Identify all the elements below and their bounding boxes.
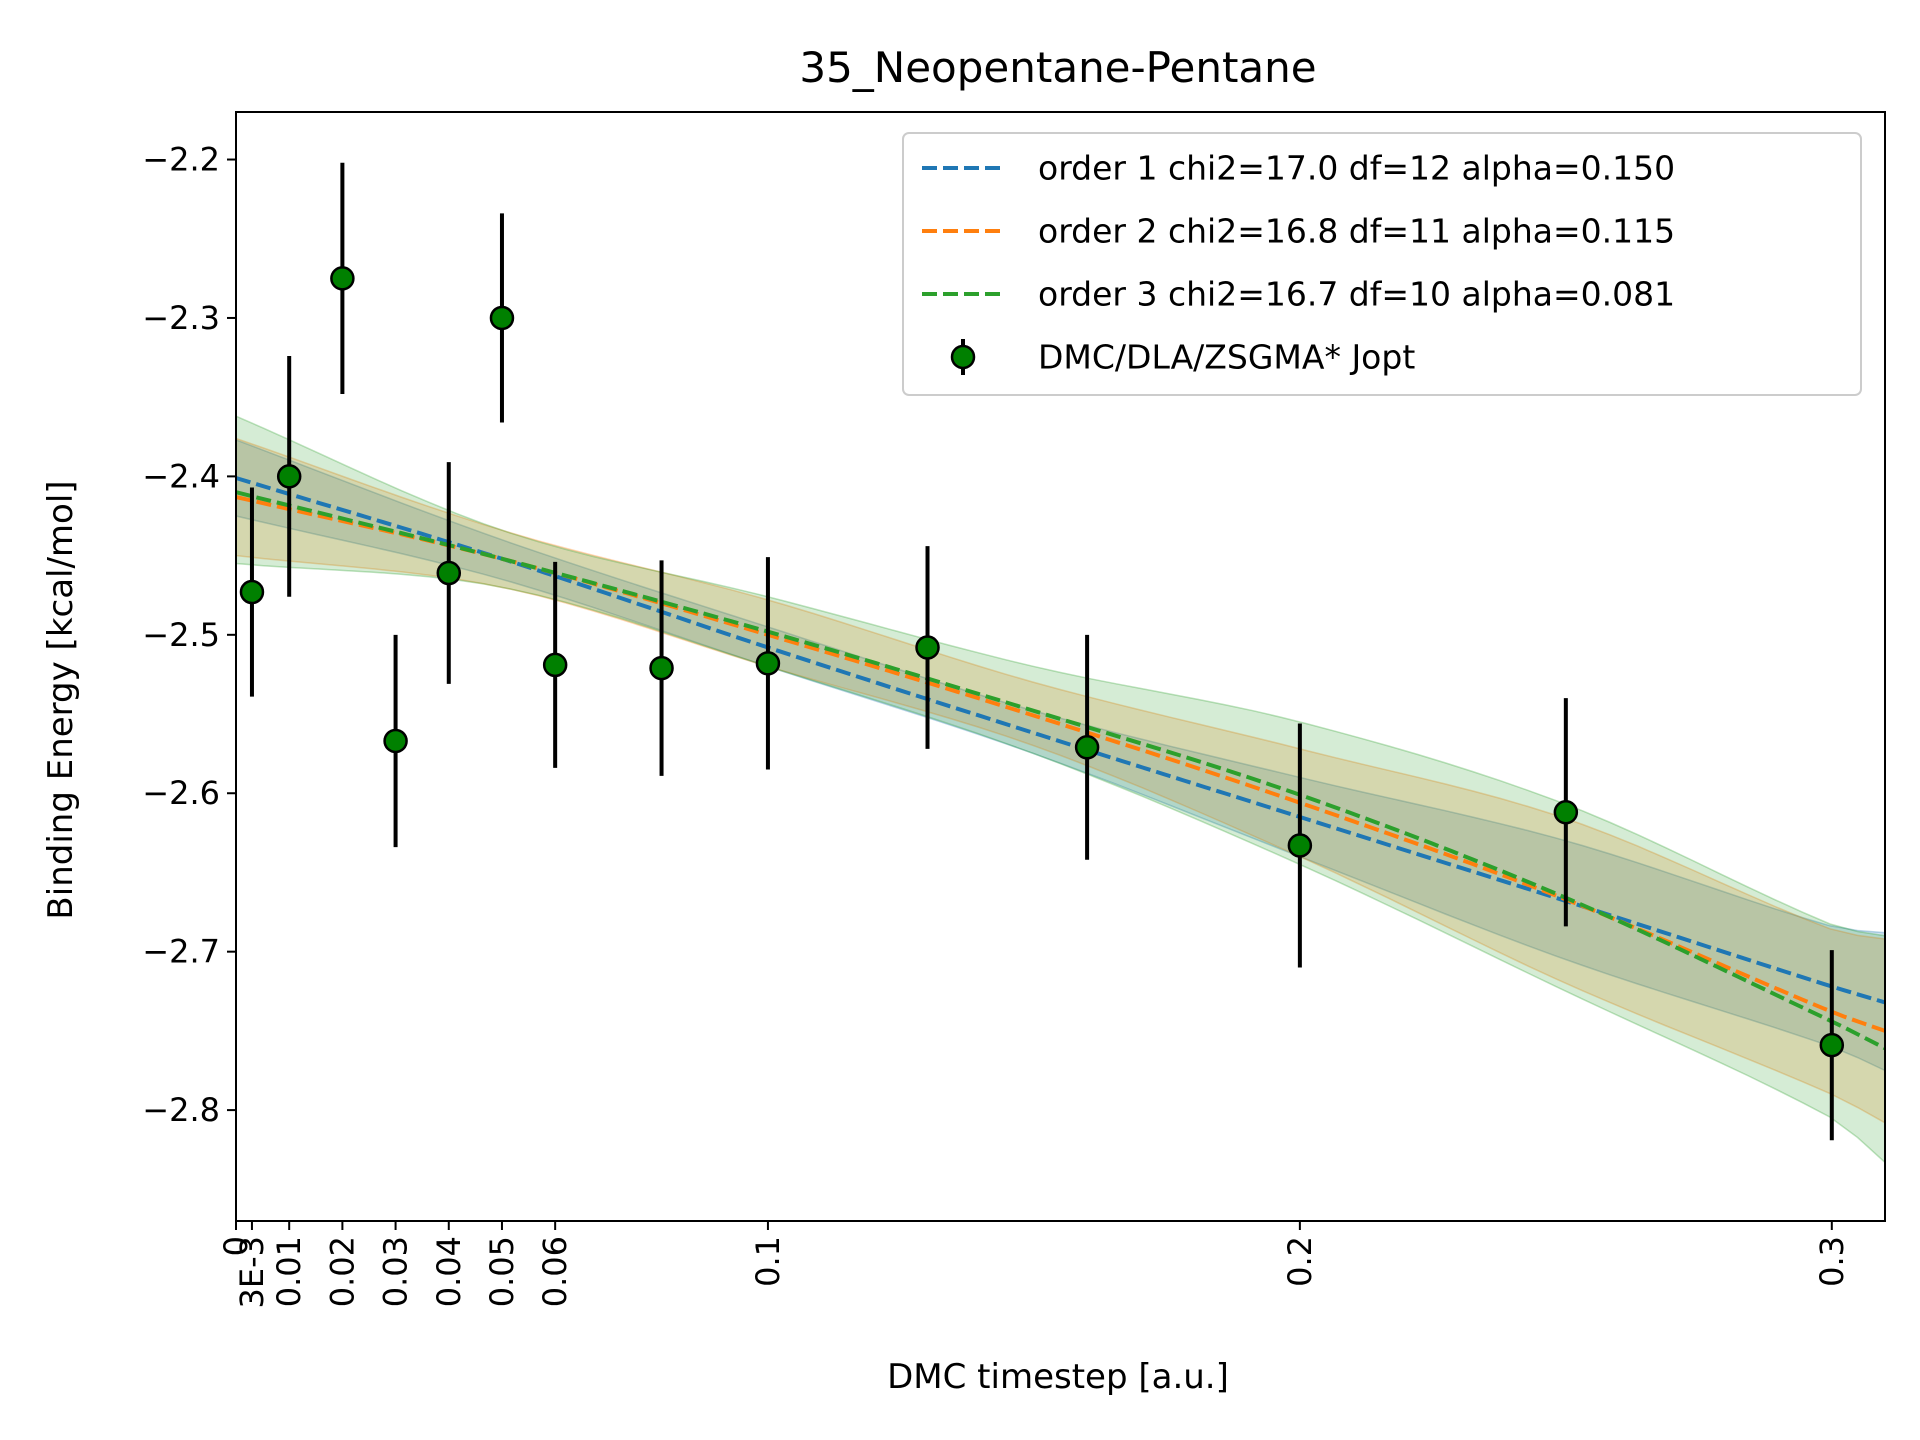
x-tick-label: 0.06 [536, 1236, 574, 1307]
x-tick-label: 3E-3 [233, 1236, 271, 1308]
data-point [1287, 833, 1313, 858]
y-tick-label: −2.2 [142, 141, 220, 179]
data-point [915, 635, 940, 660]
data-point [383, 728, 408, 754]
y-axis-ticks: −2.2 −2.3 −2.4 −2.5 −2.6 −2.7 −2.8 [142, 141, 236, 1129]
data-point [542, 652, 568, 678]
x-tick-label: 0.03 [377, 1236, 415, 1307]
x-tick-label: 0 [217, 1236, 255, 1256]
x-tick-label: 0.01 [270, 1236, 308, 1307]
data-point [436, 560, 462, 586]
chart-title: 35_Neopentane-Pentane [799, 43, 1316, 92]
y-tick-label: −2.4 [142, 457, 220, 495]
legend-swatch-data [950, 344, 976, 370]
x-tick-label: 0.02 [323, 1236, 361, 1307]
data-point [1819, 1032, 1845, 1058]
plot-border [235, 111, 1886, 1222]
data-point [1553, 800, 1579, 825]
data-point [330, 266, 355, 291]
y-axis-label: Binding Energy [kcal/mol] [41, 480, 81, 919]
data-point [1074, 735, 1100, 760]
fit-line-order-3 [235, 490, 1886, 1051]
x-tick-label: 0.2 [1281, 1236, 1319, 1287]
legend: order 1 chi2=17.0 df=12 alpha=0.150 order… [902, 132, 1862, 396]
x-tick-label: 0.04 [430, 1236, 468, 1307]
data-point [489, 305, 515, 331]
fit-lines [235, 476, 1886, 1051]
x-tick-label: 0.1 [749, 1236, 787, 1287]
x-axis-ticks: 03E-3 0.01 0.02 0.03 0.04 0.05 0.06 0.1 0.2 0.3 [217, 1221, 1851, 1308]
plot-frame [235, 111, 1886, 1222]
x-tick-label: 0.3 [1813, 1236, 1851, 1287]
data-point [239, 579, 265, 605]
data-point [649, 655, 674, 681]
y-tick-label: −2.8 [142, 1091, 220, 1129]
data-points [239, 162, 1845, 1141]
legend-label-data: DMC/DLA/ZSGMA* Jopt [1038, 338, 1415, 377]
y-tick-label: −2.7 [142, 933, 220, 971]
legend-label-order-3: order 3 chi2=16.7 df=10 alpha=0.081 [1038, 275, 1675, 314]
legend-label-order-2: order 2 chi2=16.8 df=11 alpha=0.115 [1038, 212, 1675, 251]
data-point [755, 651, 781, 676]
y-tick-label: −2.3 [142, 299, 220, 337]
x-tick-label: 0.05 [483, 1236, 521, 1307]
y-tick-label: −2.5 [142, 616, 220, 654]
legend-box [902, 132, 1862, 396]
legend-label-order-1: order 1 chi2=17.0 df=12 alpha=0.150 [1038, 149, 1675, 188]
x-axis-label: DMC timestep [a.u.] [887, 1357, 1229, 1397]
y-tick-label: −2.6 [142, 774, 220, 812]
data-point [276, 464, 302, 489]
